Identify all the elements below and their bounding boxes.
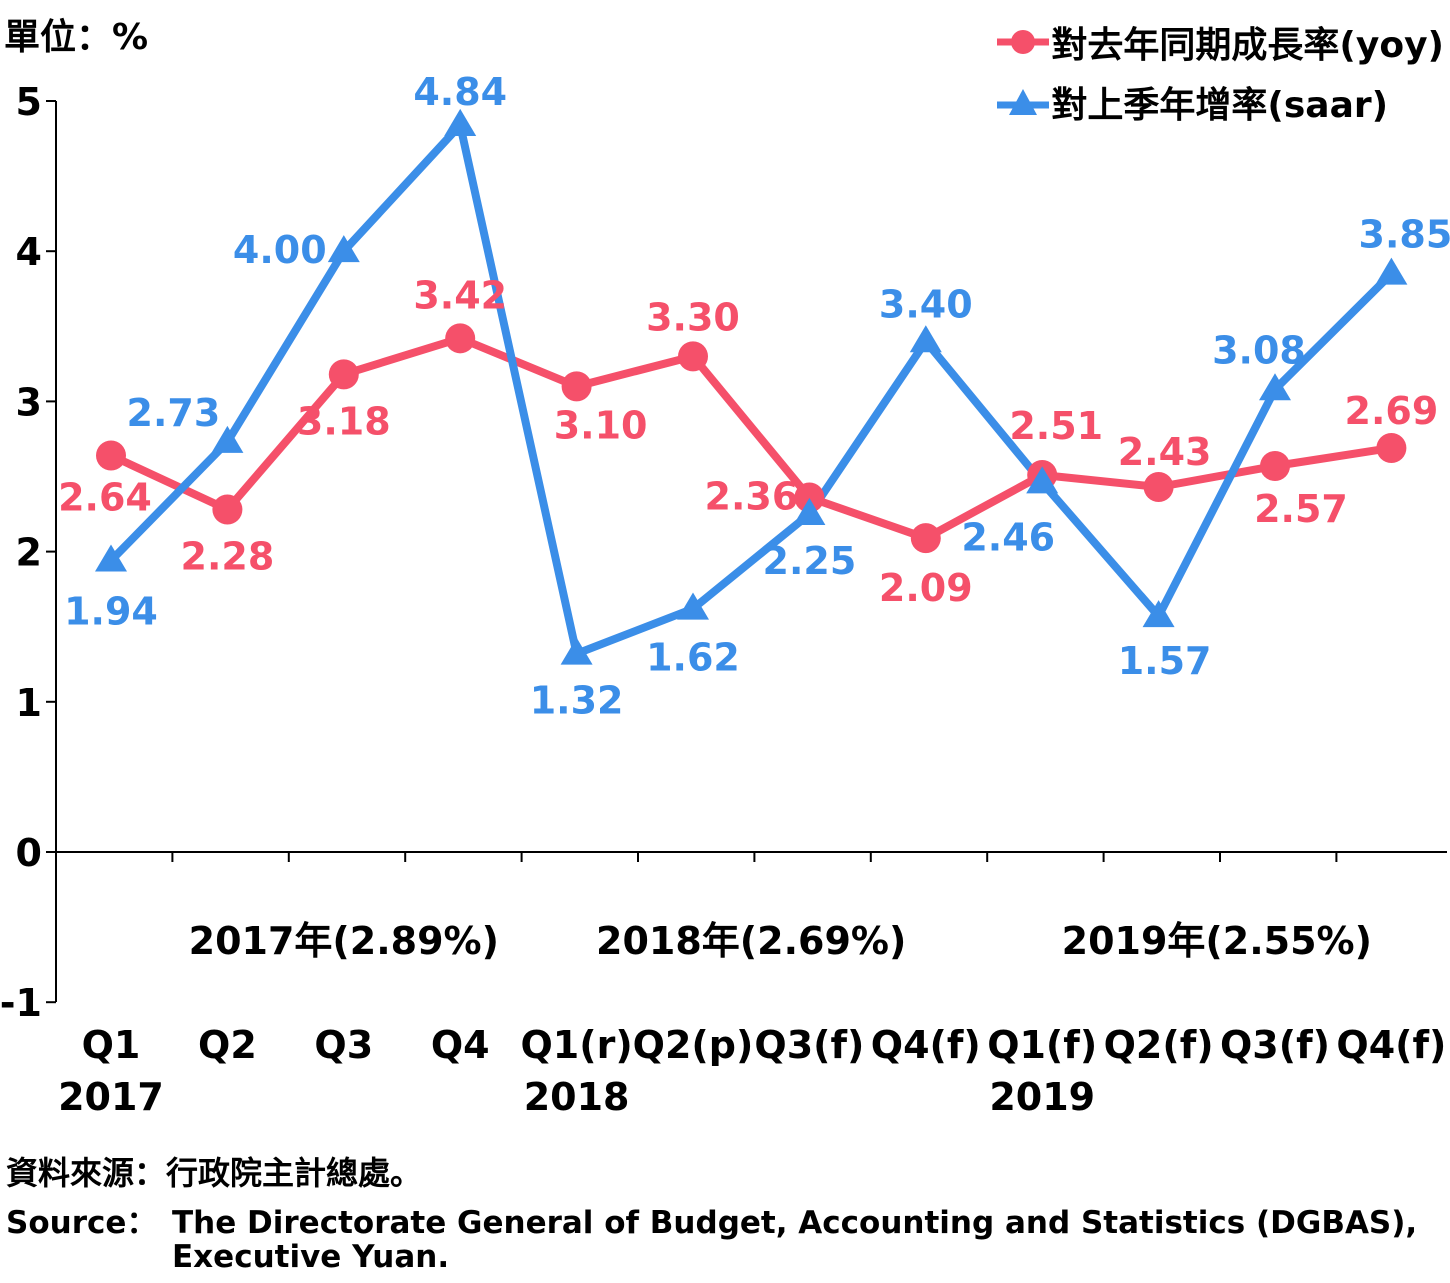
- yoy-point: [910, 523, 941, 554]
- legend-item-yoy: 對去年同期成長率(yoy): [997, 12, 1444, 72]
- series-markers: [95, 108, 1408, 665]
- yoy-point: [1143, 472, 1174, 503]
- yoy-data-label: 3.30: [646, 295, 740, 339]
- source-en-text: The Directorate General of Budget, Accou…: [172, 1205, 1418, 1275]
- saar-point: [909, 325, 942, 353]
- saar-data-label: 3.40: [879, 282, 973, 326]
- x-tick-label: Q4: [431, 1023, 490, 1067]
- yoy-data-label: 2.28: [181, 535, 275, 579]
- year-annotation: 2019年(2.55%): [1062, 919, 1372, 963]
- legend-item-saar: 對上季年增率(saar): [997, 72, 1444, 132]
- y-tick-label: -1: [0, 981, 42, 1025]
- x-tick-label: Q2(p): [633, 1023, 754, 1067]
- saar-data-label: 3.08: [1212, 328, 1306, 372]
- yoy-point: [1376, 432, 1407, 463]
- x-tick-label: Q3: [314, 1023, 373, 1067]
- yoy-point: [328, 359, 359, 390]
- yoy-point: [794, 482, 825, 513]
- yoy-data-label: 2.36: [705, 475, 799, 519]
- saar-point: [1026, 466, 1059, 494]
- yoy-point: [96, 440, 126, 471]
- saar-point: [444, 108, 477, 136]
- x-tick-label: Q2(f): [1104, 1023, 1214, 1067]
- source-en-label: Source：: [6, 1205, 158, 1241]
- saar-data-label: 4.00: [233, 228, 327, 272]
- source-note: 資料來源：行政院主計總處。 Source： The Directorate Ge…: [6, 1148, 1448, 1274]
- year-annotation: 2018年(2.69%): [596, 919, 906, 963]
- x-tick-label: Q1(f): [987, 1023, 1097, 1067]
- yoy-data-label: 2.69: [1345, 389, 1439, 433]
- saar-point: [677, 592, 709, 620]
- y-tick-label: 5: [16, 80, 42, 124]
- series-line-yoy: [109, 334, 1393, 543]
- legend: 對去年同期成長率(yoy) 對上季年增率(saar): [997, 12, 1444, 132]
- x-tick-label: Q2: [198, 1023, 257, 1067]
- saar-data-label: 1.57: [1118, 639, 1212, 683]
- x-year-label: 2017: [58, 1075, 164, 1119]
- yoy-point: [445, 323, 476, 354]
- yoy-point: [212, 494, 243, 525]
- unit-label: 單位：%: [4, 17, 149, 58]
- saar-data-label: 4.84: [413, 70, 507, 114]
- legend-triangle-icon: [997, 89, 1050, 115]
- yoy-data-label: 2.64: [58, 475, 152, 519]
- saar-point: [793, 497, 826, 525]
- x-tick-label: Q3(f): [754, 1023, 864, 1067]
- saar-data-label: 3.85: [1359, 213, 1450, 257]
- saar-point: [1375, 257, 1408, 285]
- legend-circle-icon: [997, 30, 1050, 54]
- yoy-data-label: 3.10: [554, 403, 648, 447]
- saar-data-label: 2.25: [763, 539, 857, 583]
- saar-point: [1259, 373, 1291, 401]
- yoy-data-label: 2.09: [879, 566, 973, 610]
- y-tick-label: 1: [16, 681, 42, 725]
- yoy-data-label: 3.42: [413, 273, 507, 317]
- x-year-label: 2019: [989, 1075, 1095, 1119]
- yoy-data-label: 3.18: [297, 399, 391, 443]
- series-lines: [108, 116, 1395, 660]
- x-tick-label: Q1(r): [520, 1023, 632, 1067]
- yoy-data-label: 2.51: [1009, 404, 1103, 448]
- yoy-point: [561, 371, 592, 402]
- yoy-data-label: 2.57: [1254, 487, 1348, 531]
- saar-data-label: 1.94: [64, 590, 158, 634]
- saar-data-label: 1.32: [530, 679, 624, 723]
- year-annotation: 2017年(2.89%): [189, 919, 499, 963]
- saar-point: [560, 637, 593, 665]
- y-tick-label: 4: [16, 230, 42, 274]
- x-tick-label: Q3(f): [1220, 1023, 1330, 1067]
- source-cn: 資料來源：行政院主計總處。: [6, 1154, 423, 1192]
- saar-point: [1142, 600, 1175, 628]
- source-en: Source： The Directorate General of Budge…: [6, 1206, 1448, 1274]
- saar-data-label: 2.46: [961, 516, 1055, 560]
- saar-point: [95, 544, 127, 572]
- x-tick-label: Q4(f): [1336, 1023, 1446, 1067]
- x-year-label: 2018: [524, 1075, 630, 1119]
- y-tick-label: 3: [16, 380, 42, 424]
- series-line-saar: [108, 116, 1395, 660]
- x-tick-label: Q1: [82, 1023, 141, 1067]
- yoy-data-label: 2.43: [1118, 430, 1212, 474]
- y-tick-label: 0: [16, 831, 42, 875]
- y-tick-label: 2: [16, 531, 42, 575]
- saar-point: [327, 235, 360, 263]
- yoy-point: [678, 341, 708, 372]
- x-tick-label: Q4(f): [871, 1023, 981, 1067]
- legend-label-yoy: 對去年同期成長率(yoy): [1051, 25, 1444, 66]
- saar-data-label: 2.73: [127, 391, 221, 435]
- legend-label-saar: 對上季年增率(saar): [1051, 85, 1389, 126]
- saar-point: [211, 425, 244, 453]
- labels: 2.64 2.28 3.18 3.42 3.10 3.30 2.36 2.09 2.51 2.43…: [58, 70, 1450, 723]
- saar-data-label: 1.62: [646, 636, 740, 680]
- yoy-point: [1260, 450, 1290, 481]
